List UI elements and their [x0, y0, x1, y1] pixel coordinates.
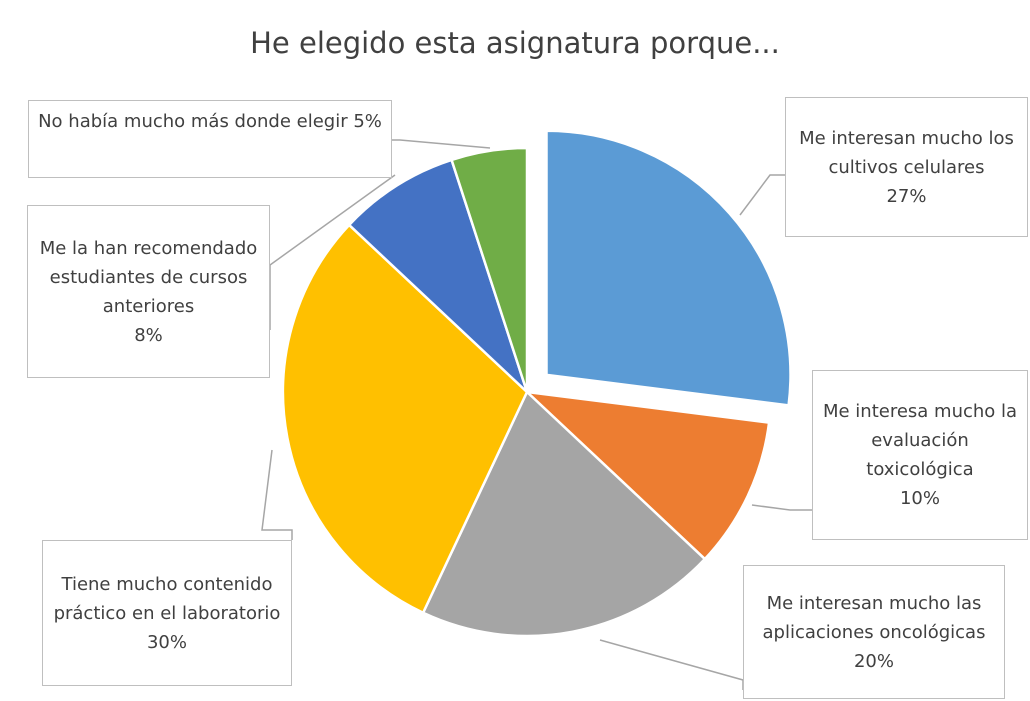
data-label: Tiene mucho contenido práctico en el lab… [42, 540, 292, 686]
data-label: Me interesan mucho los cultivos celulare… [785, 97, 1028, 237]
data-label: No había mucho más donde elegir 5% [28, 100, 392, 178]
value-label: 30% [146, 631, 187, 653]
category-label: No había mucho más donde elegir [38, 111, 348, 132]
value-label: 8% [134, 324, 163, 346]
value-label: 27% [886, 185, 927, 207]
data-label: Me la han recomendado estudiantes de cur… [27, 205, 270, 378]
pie-slice [545, 129, 792, 407]
leader-line [599, 639, 744, 690]
value-label: 5% [353, 111, 382, 132]
leader-line [269, 174, 396, 330]
category-label: Tiene mucho contenido práctico en el lab… [53, 573, 281, 624]
pie-slice [347, 158, 529, 393]
category-label: Me interesan mucho los cultivos celulare… [799, 127, 1014, 178]
category-label: Me interesa mucho la evaluación toxicoló… [822, 401, 1018, 480]
pie-slice [450, 146, 529, 393]
data-label: Me interesan mucho las aplicaciones onco… [743, 565, 1005, 699]
pie-slice [523, 390, 771, 561]
value-label: 10% [899, 488, 940, 509]
leader-line [751, 504, 812, 511]
leader-line [392, 139, 491, 149]
pie-slice [421, 389, 707, 638]
data-label: Me interesa mucho la evaluación toxicoló… [812, 370, 1028, 540]
value-label: 20% [853, 650, 894, 672]
chart-title: He elegido esta asignatura porque... [250, 26, 780, 60]
leader-line [739, 174, 785, 216]
leader-line [261, 449, 293, 540]
pie-slice [281, 223, 529, 615]
category-label: Me interesan mucho las aplicaciones onco… [762, 592, 986, 643]
category-label: Me la han recomendado estudiantes de cur… [39, 237, 258, 317]
slices [281, 129, 792, 638]
